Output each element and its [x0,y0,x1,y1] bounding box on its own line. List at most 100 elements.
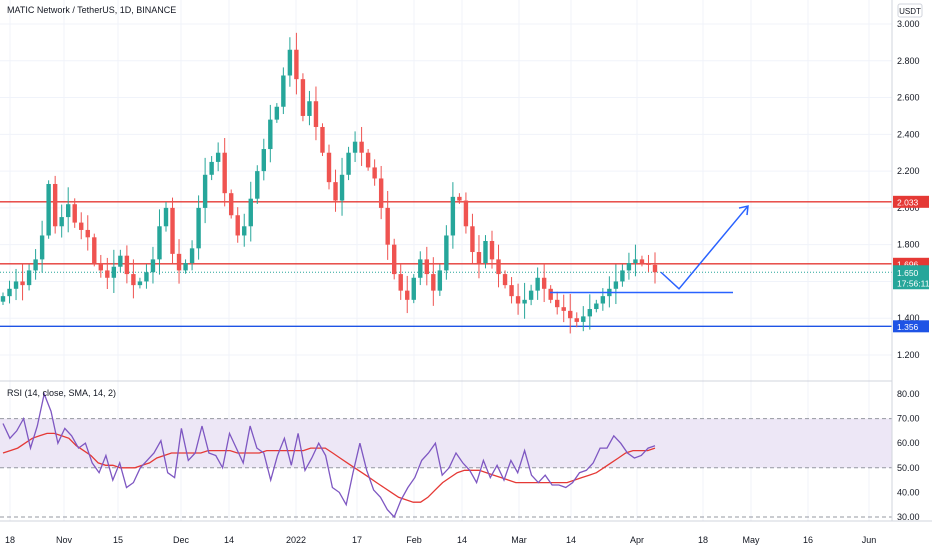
candle-body [7,288,12,297]
last-price-text: 1.650 [897,268,919,278]
candle-body [652,264,658,273]
candle-body [176,253,182,271]
drawing-layer[interactable] [550,205,749,294]
candle-body [261,149,266,172]
candle-body [352,141,358,153]
candle-body [274,106,280,120]
price-tick-label: 2.600 [897,93,920,103]
support-badge-bg [893,320,929,333]
candle-body [392,244,397,275]
time-tick-label: Mar [511,535,527,545]
candle-body [339,174,345,201]
time-tick-label: 14 [224,535,234,545]
candle-body [229,193,234,216]
time-tick-label: 18 [5,535,15,545]
candle-body [568,310,573,319]
candle-body [26,270,32,286]
candle-body [281,75,286,107]
candle-body [105,270,110,278]
candle-body [157,226,162,260]
candle-body [365,152,371,168]
candle-body [515,296,521,304]
candle-body [72,204,77,223]
candle-series [0,32,658,334]
candle-body [581,316,586,322]
candle-body [411,277,416,300]
price-tick-label: 3.000 [897,19,920,29]
candle-body [561,307,566,311]
candle-body [242,226,247,236]
candle-body [639,259,645,264]
rsi-tick-label: 70.00 [897,414,920,424]
candle-body [118,255,123,267]
candle-body [150,259,156,273]
candle-body [215,152,221,162]
candle-body [594,303,599,310]
rsi-pane [0,391,892,519]
projection-path[interactable] [660,205,749,290]
support-badge[interactable]: 1.356 [893,320,929,333]
time-tick-label: 16 [803,535,813,545]
candle-body [489,240,495,260]
candle-body [189,248,195,264]
rsi-tick-label: 30.00 [897,512,920,522]
candle-body [600,296,606,304]
candle-body [424,259,429,275]
candle-body [398,274,403,291]
resistance-badge-bg [893,195,929,208]
candle-body [183,263,188,271]
time-tick-label: Jun [862,535,877,545]
candle-body [476,252,482,264]
candle-body [98,263,103,271]
candle-body [496,259,501,275]
time-tick-label: Nov [56,535,73,545]
candle-body [405,290,410,300]
candle-body [613,281,619,289]
price-tick-label: 2.200 [897,166,920,176]
candle-body [502,274,508,286]
time-tick-label: 14 [457,535,467,545]
resistance-badge-text: 2.033 [897,197,919,207]
candle-body [59,217,64,227]
candle-body [333,182,338,201]
candle-body [483,240,488,264]
candle-body [294,49,299,80]
candle-body [450,196,456,236]
candle-body [535,277,540,291]
candle-body [548,288,553,300]
price-tick-label: 2.800 [897,56,920,66]
candle-body [541,277,547,289]
candle-body [52,183,58,227]
candle-body [66,204,71,218]
candle-body [346,152,351,175]
candle-body [163,207,169,227]
candle-body [46,183,51,236]
candle-body [124,255,130,275]
time-tick-label: 15 [113,535,123,545]
candle-body [268,119,273,150]
candle-body [378,178,384,208]
rsi-tick-label: 60.00 [897,438,920,448]
candle-body [587,309,592,317]
candle-body [235,215,240,236]
candle-body [131,274,136,286]
price-tick-label: 2.400 [897,129,920,139]
candle-body [528,290,534,300]
time-tick-label: May [742,535,760,545]
time-tick-label: Apr [630,535,644,545]
candle-body [431,274,436,291]
time-tick-label: 18 [698,535,708,545]
currency-label[interactable]: USDT [897,3,923,18]
candle-body [320,126,325,153]
candle-body [222,152,227,194]
candle-body [170,207,175,254]
candle-body [326,152,332,183]
resistance-badge[interactable]: 2.033 [893,195,929,208]
candle-body [137,281,143,286]
candle-body [248,198,253,227]
candle-body [418,259,423,278]
time-tick-label: 2022 [286,535,306,545]
